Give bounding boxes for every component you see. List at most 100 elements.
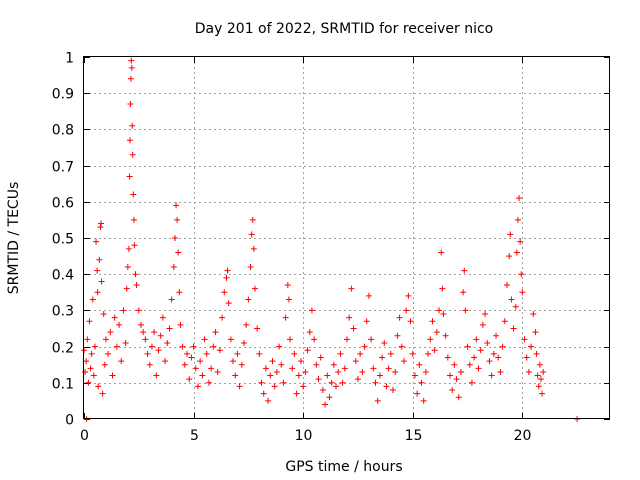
data-point: [339, 379, 346, 386]
data-point: [137, 321, 144, 328]
plot-frame: [83, 56, 610, 419]
data-point: [368, 336, 375, 343]
data-point: [468, 379, 475, 386]
data-point: [140, 329, 147, 336]
data-point: [111, 314, 118, 321]
data-point: [258, 379, 265, 386]
data-point: [512, 303, 519, 310]
data-point: [232, 372, 239, 379]
data-point: [86, 318, 93, 325]
data-point: [449, 387, 456, 394]
x-tick-label: 20: [514, 428, 532, 444]
data-point: [457, 368, 464, 375]
data-point: [518, 271, 525, 278]
data-point: [374, 397, 381, 404]
data-point: [513, 249, 520, 256]
data-point: [219, 314, 226, 321]
data-point: [319, 387, 326, 394]
data-point: [482, 311, 489, 318]
data-point: [289, 365, 296, 372]
data-point: [82, 368, 89, 375]
data-point: [359, 368, 366, 375]
data-point: [280, 379, 287, 386]
data-point: [447, 372, 454, 379]
data-point: [251, 285, 258, 292]
y-tick-label: 1: [65, 51, 74, 67]
data-point: [333, 383, 340, 390]
data-point: [499, 343, 506, 350]
data-point: [484, 339, 491, 346]
data-point: [326, 394, 333, 401]
data-point: [462, 307, 469, 314]
data-point: [128, 57, 135, 64]
data-point: [407, 318, 414, 325]
data-point: [453, 376, 460, 383]
data-point: [146, 361, 153, 368]
data-point: [379, 354, 386, 361]
data-point: [352, 358, 359, 365]
data-point: [127, 75, 134, 82]
data-point: [536, 361, 543, 368]
data-point: [438, 249, 445, 256]
data-point: [162, 358, 169, 365]
data-point: [155, 347, 162, 354]
data-point: [521, 336, 528, 343]
y-tick-label: 0: [65, 413, 74, 429]
data-point: [100, 311, 107, 318]
data-point: [414, 390, 421, 397]
data-point: [451, 361, 458, 368]
data-point: [245, 296, 252, 303]
data-point: [128, 64, 135, 71]
data-point: [392, 368, 399, 375]
data-point: [486, 358, 493, 365]
data-point: [293, 390, 300, 397]
data-point: [181, 361, 188, 368]
data-point: [390, 387, 397, 394]
x-tick-label: 10: [295, 428, 313, 444]
data-point: [455, 394, 462, 401]
data-point: [113, 343, 120, 350]
data-point: [464, 343, 471, 350]
data-point: [176, 289, 183, 296]
data-point: [519, 289, 526, 296]
data-point: [224, 267, 231, 274]
data-point: [212, 329, 219, 336]
data-point: [243, 321, 250, 328]
data-point: [210, 343, 217, 350]
data-point: [497, 368, 504, 375]
data-point: [166, 325, 173, 332]
data-point: [175, 249, 182, 256]
data-point: [396, 314, 403, 321]
data-point: [308, 307, 315, 314]
data-point: [249, 216, 256, 223]
data-point: [93, 238, 100, 245]
y-tick-label: 0.7: [52, 160, 74, 176]
data-point: [431, 347, 438, 354]
data-point: [91, 343, 98, 350]
y-tick-label: 0.4: [52, 268, 74, 284]
data-point: [475, 365, 482, 372]
data-point: [135, 307, 142, 314]
chart-title: Day 201 of 2022, SRMTID for receiver nic…: [195, 21, 493, 37]
data-point: [276, 343, 283, 350]
data-point: [247, 263, 254, 270]
data-point: [495, 354, 502, 361]
data-point: [297, 358, 304, 365]
data-point: [291, 350, 298, 357]
data-point: [201, 336, 208, 343]
data-point: [99, 390, 106, 397]
data-point: [473, 336, 480, 343]
y-tick-label: 0.2: [52, 341, 74, 357]
data-point: [107, 329, 114, 336]
data-point: [98, 220, 105, 227]
data-point: [439, 285, 446, 292]
data-point: [271, 383, 278, 390]
data-point: [534, 372, 541, 379]
data-point: [179, 343, 186, 350]
data-point: [90, 372, 97, 379]
data-point: [503, 282, 510, 289]
data-point: [335, 368, 342, 375]
data-point: [344, 336, 350, 343]
data-point: [517, 238, 524, 245]
data-point: [240, 339, 247, 346]
